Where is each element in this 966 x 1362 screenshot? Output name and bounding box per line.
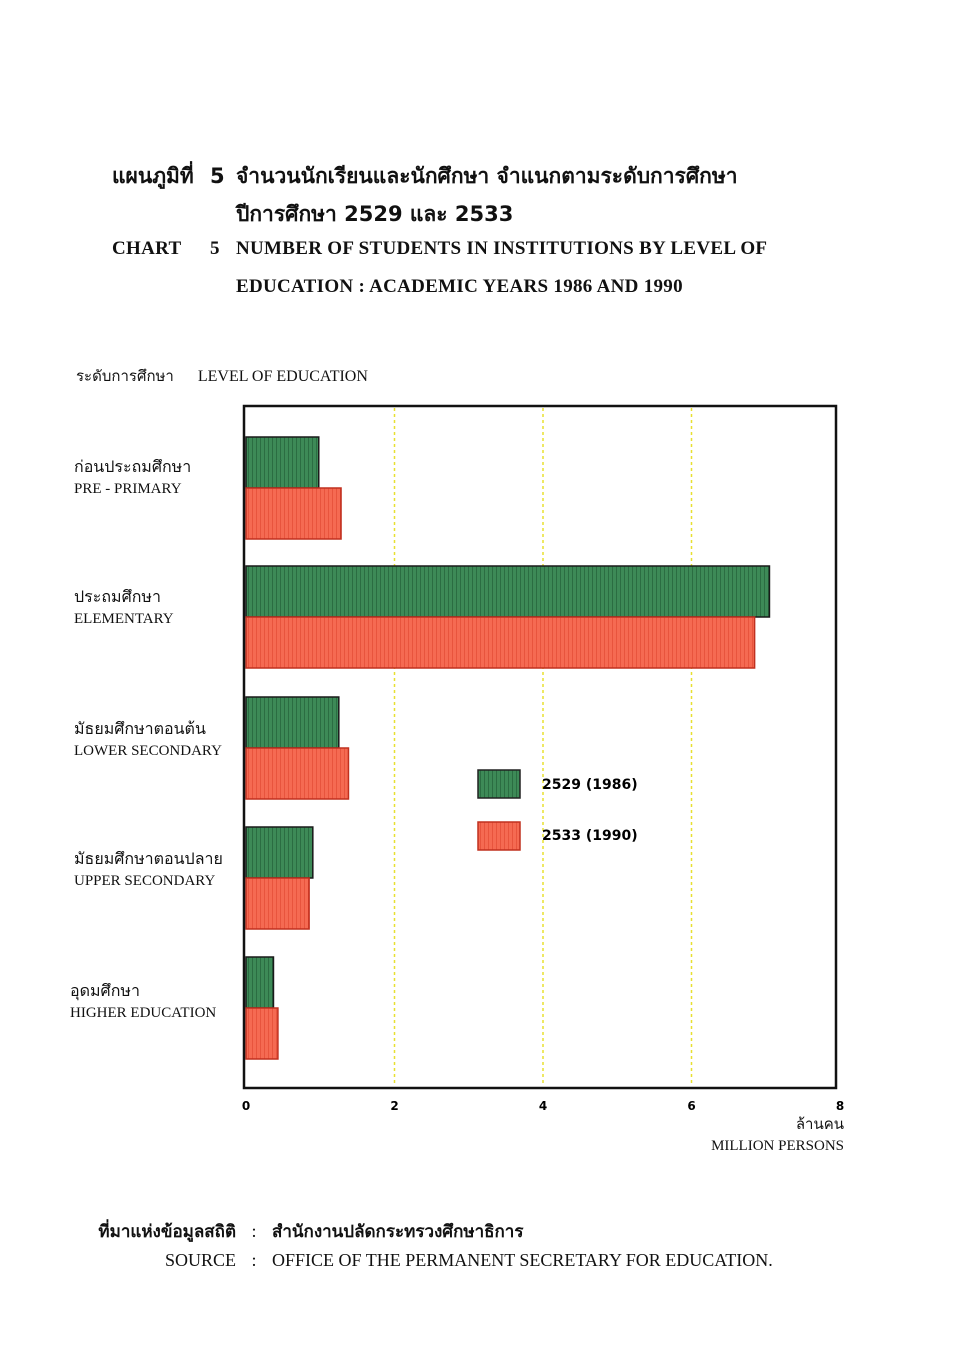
thai-title-row: แผนภูมิที่ 5 จำนวนนักเรียนและนักศึกษา จำ… — [112, 160, 912, 198]
category-label-english: LOWER SECONDARY — [74, 743, 222, 759]
legend-swatch-1986 — [477, 769, 521, 799]
category-label-english: HIGHER EDUCATION — [70, 1005, 217, 1021]
source-row-english: SOURCE : OFFICE OF THE PERMANENT SECRETA… — [76, 1250, 773, 1282]
gridlines — [393, 408, 693, 1086]
x-tick-label: 6 — [687, 1099, 695, 1113]
bar-1986 — [245, 956, 275, 1009]
legend-label-1986: 2529 (1986) — [542, 777, 638, 793]
category-label-upper-secondary: มัธยมศึกษาตอนปลาย UPPER SECONDARY — [74, 848, 223, 892]
category-label-pre-primary: ก่อนประถมศึกษา PRE - PRIMARY — [74, 456, 191, 500]
source-label-english: SOURCE — [164, 1250, 236, 1270]
bar-1986 — [245, 826, 314, 879]
x-tick-label: 0 — [242, 1099, 250, 1113]
source-note: ที่มาแห่งข้อมูลสถิติ : สำนักงานปลัดกระทร… — [76, 1218, 773, 1282]
english-title-row: CHART 5 NUMBER OF STUDENTS IN INSTITUTIO… — [112, 238, 912, 276]
english-title-line1: NUMBER OF STUDENTS IN INSTITUTIONS BY LE… — [236, 238, 768, 259]
source-row-thai: ที่มาแห่งข้อมูลสถิติ : สำนักงานปลัดกระทร… — [76, 1218, 773, 1250]
legend-label-1990: 2533 (1990) — [542, 828, 638, 844]
source-colon: : — [251, 1221, 257, 1241]
category-label-thai: มัธยมศึกษาตอนต้น — [74, 719, 206, 738]
plot-frame — [242, 404, 838, 1090]
bar-1986 — [245, 436, 320, 489]
chart-number: 5 — [210, 164, 225, 188]
y-axis-title-english: LEVEL OF EDUCATION — [197, 368, 368, 385]
x-axis-ticks: 0 2 4 6 8 — [242, 1099, 844, 1113]
category-label-elementary: ประถมศึกษา ELEMENTARY — [74, 586, 174, 630]
x-axis-unit-english: MILLION PERSONS — [711, 1138, 844, 1154]
bar-1990 — [245, 616, 756, 669]
y-axis-title: ระดับการศึกษา LEVEL OF EDUCATION — [76, 364, 368, 388]
legend-swatch-1990 — [477, 821, 521, 851]
chart-title-block: แผนภูมิที่ 5 จำนวนนักเรียนและนักศึกษา จำ… — [112, 160, 912, 314]
y-axis-title-thai: ระดับการศึกษา — [76, 367, 174, 385]
category-label-english: UPPER SECONDARY — [74, 873, 216, 889]
english-title-row-2: EDUCATION : ACADEMIC YEARS 1986 AND 1990 — [112, 276, 912, 314]
bar-1986 — [245, 696, 340, 749]
category-label-lower-secondary: มัธยมศึกษาตอนต้น LOWER SECONDARY — [74, 718, 222, 762]
bar-1990 — [245, 747, 350, 800]
bar-1990 — [245, 487, 342, 540]
chart-number-en: 5 — [210, 238, 220, 259]
legend: 2529 (1986) 2533 (1990) — [477, 769, 638, 851]
category-label-thai: อุดมศึกษา — [70, 981, 140, 1000]
category-label-english: ELEMENTARY — [74, 611, 174, 627]
category-label-thai: ประถมศึกษา — [74, 587, 161, 606]
thai-title-row-2: ปีการศึกษา 2529 และ 2533 — [112, 198, 912, 238]
thai-title-line1: จำนวนนักเรียนและนักศึกษา จำแนกตามระดับกา… — [236, 164, 738, 188]
english-chart-label: CHART — [112, 238, 182, 259]
english-title-line2: EDUCATION : ACADEMIC YEARS 1986 AND 1990 — [236, 276, 683, 297]
x-tick-label: 4 — [539, 1099, 547, 1113]
bars — [245, 436, 771, 1060]
source-value-thai: สำนักงานปลัดกระทรวงศึกษาธิการ — [272, 1222, 524, 1242]
category-label-english: PRE - PRIMARY — [74, 481, 182, 497]
source-value-english: OFFICE OF THE PERMANENT SECRETARY FOR ED… — [272, 1250, 773, 1270]
x-axis-unit-thai: ล้านคน — [795, 1115, 844, 1133]
category-label-thai: ก่อนประถมศึกษา — [74, 457, 192, 476]
thai-chart-label: แผนภูมิที่ — [112, 164, 194, 188]
thai-title-line2: ปีการศึกษา 2529 และ 2533 — [236, 202, 514, 226]
category-label-higher-education: อุดมศึกษา HIGHER EDUCATION — [70, 980, 216, 1024]
bar-1986 — [245, 565, 771, 618]
source-colon: : — [251, 1250, 257, 1270]
x-tick-label: 8 — [836, 1099, 844, 1113]
x-tick-label: 2 — [390, 1099, 398, 1113]
category-label-thai: มัธยมศึกษาตอนปลาย — [74, 849, 223, 868]
source-label-thai: ที่มาแห่งข้อมูลสถิติ — [98, 1222, 236, 1242]
bar-1990 — [245, 1007, 279, 1060]
bar-1990 — [245, 877, 310, 930]
